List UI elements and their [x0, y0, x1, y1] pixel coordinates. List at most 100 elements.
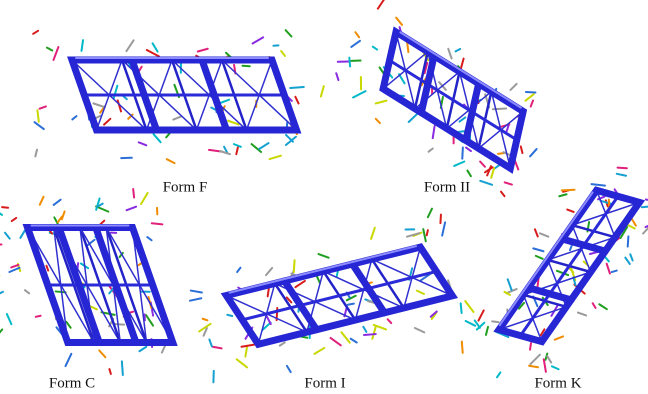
- molecule-bond: [528, 343, 534, 350]
- molecule-bond: [480, 178, 492, 187]
- molecule-bond: [227, 314, 232, 317]
- molecule-bond: [569, 245, 573, 250]
- molecule-bond: [530, 101, 534, 107]
- molecule-bond: [220, 151, 230, 154]
- molecule-bond: [213, 345, 222, 351]
- molecule-bond: [378, 0, 385, 9]
- molecule-bond: [37, 110, 38, 122]
- molecule-bond: [479, 162, 486, 167]
- molecule-bond: [66, 354, 72, 366]
- molecule-bond: [591, 303, 596, 308]
- molecule-bond: [351, 56, 360, 64]
- molecule-bond: [351, 39, 360, 49]
- molecule-bond: [0, 292, 3, 294]
- molecule-bond: [628, 254, 635, 260]
- molecule-bond: [294, 281, 305, 287]
- figure: Form F Form II Form C Form I Form K: [0, 0, 648, 394]
- molecule-bond: [388, 319, 392, 324]
- molecule-bond: [429, 126, 439, 138]
- molecule-bond: [552, 365, 559, 370]
- molecule-bond: [114, 86, 118, 99]
- molecule-bond: [236, 268, 241, 272]
- framework-tube: [390, 60, 517, 139]
- molecule-bond: [7, 314, 12, 324]
- molecule-bond: [348, 303, 354, 305]
- molecule-bond: [234, 144, 241, 147]
- molecule-bond: [465, 300, 473, 314]
- molecule-bond: [351, 338, 357, 344]
- molecule-bond: [466, 319, 475, 328]
- molecule-bond: [599, 304, 607, 309]
- molecule-bond: [500, 192, 506, 197]
- molecule-bond: [133, 189, 134, 198]
- molecule-bond: [139, 142, 147, 145]
- molecule-bond: [237, 357, 247, 369]
- molecule-bond: [2, 207, 8, 208]
- molecule-bond: [459, 303, 463, 313]
- molecule-bond: [198, 49, 208, 52]
- molecule-bond: [96, 116, 101, 118]
- molecule-bond: [146, 315, 153, 325]
- molecule-bond: [505, 181, 512, 187]
- molecule-bond: [82, 40, 84, 51]
- molecule-bond: [334, 73, 341, 80]
- molecule-bond: [578, 311, 586, 318]
- molecule-bond: [287, 365, 291, 372]
- molecule-bond: [540, 232, 548, 239]
- molecule-bond: [417, 289, 424, 295]
- molecule-bond: [281, 51, 285, 56]
- molecule-bond: [209, 339, 211, 346]
- molecule-bond: [40, 106, 46, 108]
- framework-images: [0, 0, 648, 394]
- panel-label: Form F: [163, 179, 208, 195]
- molecule-bond: [406, 227, 415, 231]
- molecule-bond: [373, 47, 377, 50]
- molecule-bond: [429, 148, 433, 153]
- molecule-bond: [270, 156, 281, 159]
- molecule-bond: [190, 298, 201, 301]
- molecule-bond: [147, 237, 151, 240]
- molecule-bond: [127, 207, 136, 211]
- molecule-bond: [533, 245, 543, 254]
- molecule-bond: [243, 347, 249, 357]
- molecule-bond: [35, 122, 44, 129]
- molecule-bond: [492, 319, 498, 325]
- framework-highlight: [500, 192, 593, 325]
- molecule-bond: [286, 137, 296, 145]
- molecule-bond: [506, 126, 510, 131]
- panel-label: Form K: [534, 375, 581, 391]
- molecule-bond: [438, 215, 442, 223]
- molecule-bond: [279, 342, 285, 345]
- molecule-bond: [353, 87, 365, 101]
- molecule-bond: [458, 148, 468, 159]
- panel-label: Form II: [424, 179, 470, 195]
- molecule-bond: [497, 372, 500, 377]
- molecule-bond: [426, 230, 429, 235]
- molecule-bond: [318, 86, 326, 96]
- molecule-bond: [454, 158, 464, 169]
- molecule-bond: [354, 32, 360, 37]
- molecule-bond: [5, 233, 10, 239]
- molecule-bond: [395, 18, 404, 25]
- molecule-bond: [139, 347, 146, 351]
- molecule-bond: [35, 150, 37, 157]
- molecule-bond: [331, 336, 341, 347]
- molecule-bond: [415, 326, 424, 334]
- molecule-bond: [259, 143, 268, 149]
- molecule-bond: [152, 223, 163, 224]
- molecule-bond: [426, 209, 434, 218]
- molecule-bond: [319, 252, 329, 260]
- panel-label: Form C: [49, 375, 95, 391]
- panel-label: Form I: [304, 375, 345, 391]
- molecule-bond: [477, 310, 485, 320]
- molecule-bond: [567, 208, 573, 213]
- molecule-bond: [54, 200, 61, 205]
- molecule-bond: [457, 342, 468, 353]
- molecule-bond: [141, 193, 148, 204]
- molecule-bond: [504, 279, 515, 290]
- molecule-bond: [40, 197, 44, 205]
- molecule-bond: [173, 116, 181, 119]
- molecule-bond: [369, 228, 378, 239]
- molecule-bond: [439, 222, 448, 235]
- molecule-bond: [167, 159, 175, 163]
